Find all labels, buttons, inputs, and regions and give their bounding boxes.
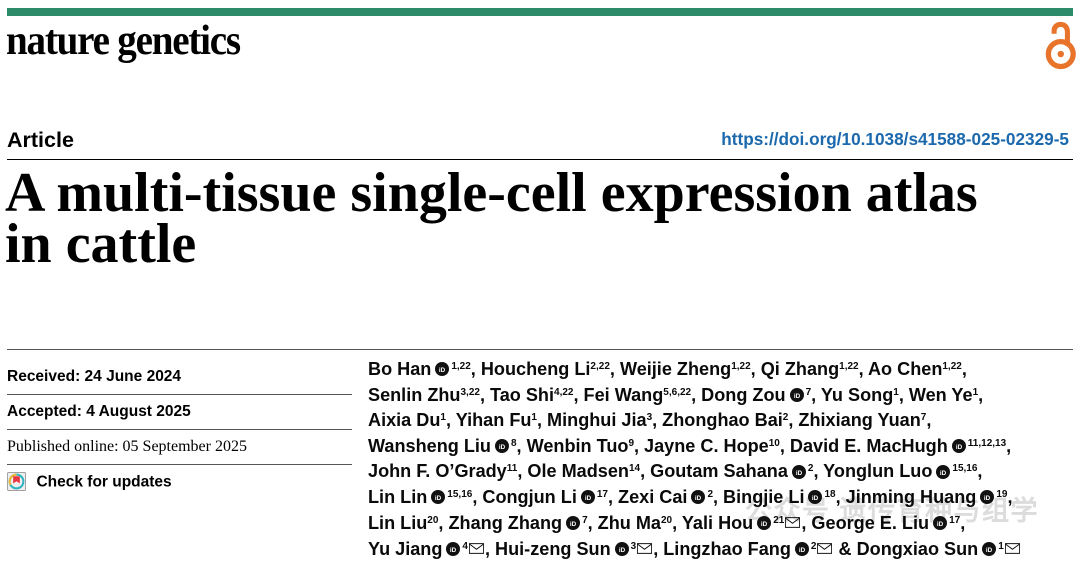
svg-text:iD: iD xyxy=(450,547,457,554)
svg-text:iD: iD xyxy=(435,495,442,502)
svg-text:iD: iD xyxy=(940,469,947,476)
svg-text:iD: iD xyxy=(499,444,506,451)
svg-text:iD: iD xyxy=(956,444,963,451)
svg-text:iD: iD xyxy=(984,495,991,502)
svg-text:iD: iD xyxy=(796,469,803,476)
svg-text:iD: iD xyxy=(439,367,446,374)
svg-text:iD: iD xyxy=(695,495,702,502)
svg-text:iD: iD xyxy=(812,495,819,502)
svg-text:iD: iD xyxy=(585,495,592,502)
svg-text:iD: iD xyxy=(570,521,577,528)
svg-text:iD: iD xyxy=(986,547,993,554)
svg-text:iD: iD xyxy=(618,547,625,554)
svg-text:iD: iD xyxy=(937,521,944,528)
svg-text:iD: iD xyxy=(799,547,806,554)
svg-text:iD: iD xyxy=(793,393,800,400)
svg-text:iD: iD xyxy=(761,521,768,528)
